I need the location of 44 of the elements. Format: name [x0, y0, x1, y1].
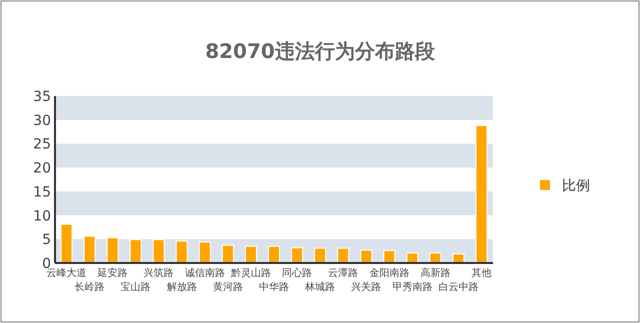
bar: [268, 246, 280, 264]
bar: [337, 248, 350, 264]
bar: [176, 240, 188, 264]
bar: [244, 246, 257, 264]
bar: [198, 242, 211, 264]
bar: [106, 237, 119, 264]
x-tick-label: 黔灵山路: [230, 267, 271, 279]
x-tick-label: 高新路: [420, 267, 450, 279]
y-tick-label: 10: [33, 208, 51, 224]
x-tick-label: 兴筑路: [144, 267, 174, 279]
y-tick-label: 35: [33, 89, 51, 105]
x-tick-label: 中华路: [259, 281, 289, 293]
bar: [291, 247, 304, 264]
x-tick-label: 金阳南路: [369, 267, 410, 279]
x-tick-label: 甲秀南路: [392, 281, 432, 293]
bar: [383, 250, 396, 264]
chart-title: 82070违法行为分布路段: [205, 39, 436, 63]
x-tick-label: 兴关路: [351, 281, 382, 293]
bar: [84, 236, 96, 264]
bar: [222, 244, 234, 264]
x-tick-label: 云潭路: [328, 267, 358, 279]
legend-label: 比例: [562, 178, 590, 194]
bar: [60, 224, 73, 264]
y-tick-label: 25: [33, 136, 51, 153]
x-tick-label: 长岭路: [74, 281, 105, 293]
bar: [314, 248, 326, 264]
x-tick-label: 云峰大道: [46, 267, 87, 279]
x-tick-label: 林城路: [304, 281, 336, 293]
x-tick-label: 黄河路: [212, 281, 243, 293]
y-tick-label: 5: [42, 232, 51, 248]
bar: [475, 125, 488, 264]
x-tick-label: 宝山路: [120, 281, 151, 293]
x-tick-label: 其他: [471, 267, 492, 279]
x-tick-label: 解放路: [166, 281, 197, 293]
y-tick-label: 30: [33, 112, 51, 129]
y-tick-label: 15: [33, 184, 51, 200]
x-tick-label: 同心路: [282, 267, 312, 279]
bar: [130, 239, 142, 264]
x-tick-label: 诚信南路: [184, 267, 225, 279]
bar: [152, 239, 165, 264]
x-tick-label: 延安路: [96, 267, 128, 279]
bar: [360, 250, 372, 264]
y-tick-label: 20: [33, 160, 51, 177]
x-tick-label: 白云中路: [438, 281, 478, 293]
